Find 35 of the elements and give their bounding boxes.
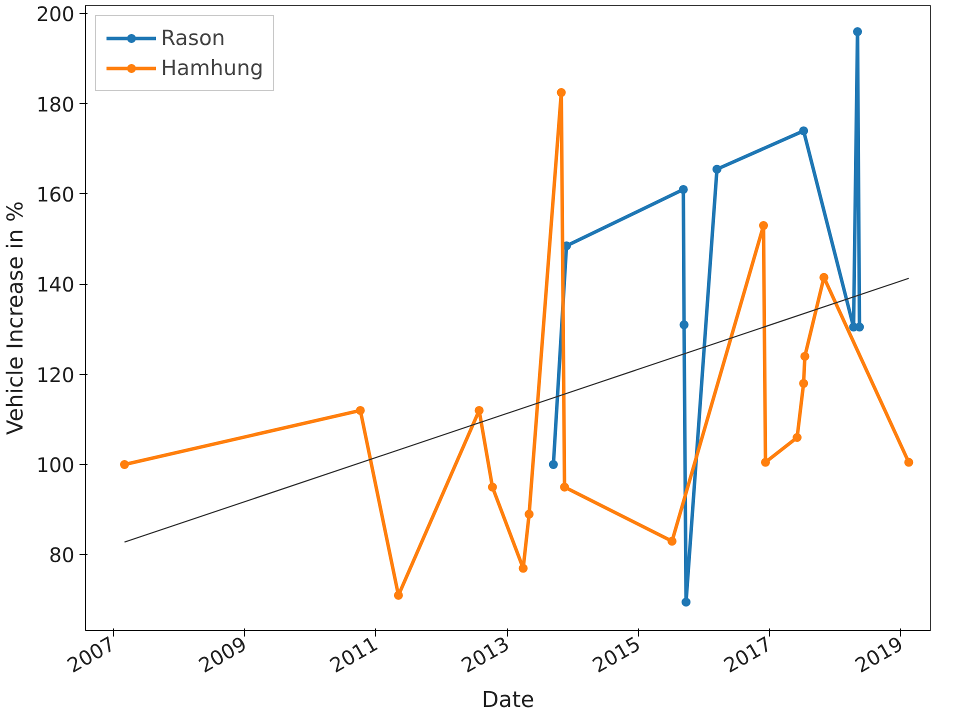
point	[760, 458, 770, 467]
point	[759, 221, 768, 230]
point	[799, 126, 808, 136]
point	[560, 482, 570, 492]
point	[792, 433, 802, 442]
y-tick-label: 140	[36, 272, 75, 297]
point	[120, 460, 130, 470]
point	[668, 536, 677, 546]
y-tick-label: 120	[36, 362, 75, 387]
point	[800, 352, 810, 361]
point	[712, 164, 722, 174]
point	[524, 510, 534, 519]
y-tick-label: 100	[36, 453, 75, 478]
point	[819, 272, 828, 282]
point	[518, 564, 528, 573]
point	[356, 406, 365, 415]
y-tick-label: 200	[36, 2, 75, 26]
point	[488, 482, 497, 492]
point	[853, 27, 862, 36]
point	[904, 458, 914, 467]
y-axis-title: Vehicle Increase in %	[3, 201, 28, 435]
point	[556, 88, 566, 98]
point	[394, 590, 403, 600]
y-tick-label: 80	[49, 543, 75, 568]
point	[548, 460, 558, 470]
x-axis-title: Date	[482, 688, 534, 713]
legend-label: Rason	[161, 26, 226, 50]
y-tick-label: 160	[36, 182, 75, 206]
legend-label: Hamhung	[161, 56, 264, 80]
point	[682, 598, 691, 607]
point	[799, 378, 808, 388]
y-tick-label: 180	[36, 92, 75, 116]
point	[680, 320, 689, 330]
point	[678, 184, 688, 194]
point	[474, 406, 484, 415]
